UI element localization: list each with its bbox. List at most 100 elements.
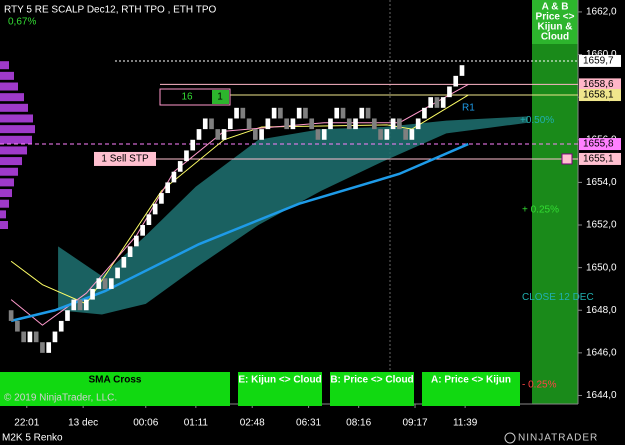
renko-brick xyxy=(190,139,196,151)
renko-brick xyxy=(46,342,52,353)
profile-bar xyxy=(0,221,8,230)
button-label[interactable]: B: Price <> Cloud xyxy=(330,375,413,386)
renko-brick xyxy=(202,118,208,130)
renko-brick xyxy=(296,107,302,119)
renko-brick xyxy=(453,75,459,87)
y-tick-label: 1652,0 xyxy=(586,220,617,231)
stop-label[interactable]: 1 Sell STP xyxy=(101,154,149,165)
price-tag-label: 1658,1 xyxy=(583,90,614,101)
renko-brick xyxy=(384,129,390,140)
button-label[interactable]: E: Kijun <> Cloud xyxy=(238,375,321,386)
order-quantity: 16 xyxy=(181,92,193,103)
renko-brick xyxy=(8,310,14,321)
renko-brick xyxy=(215,129,221,140)
renko-brick xyxy=(365,107,371,119)
renko-brick xyxy=(121,256,127,268)
x-tick-label: 09:17 xyxy=(403,418,428,429)
strategy-header-box xyxy=(532,0,578,44)
brand: NINJATRADER xyxy=(518,433,598,444)
profile-bar xyxy=(0,71,14,80)
price-tag-label: 1659,7 xyxy=(583,56,614,67)
renko-brick xyxy=(33,331,39,343)
profile-bar xyxy=(0,125,35,134)
price-tag-label: 1658,6 xyxy=(583,79,614,90)
renko-brick xyxy=(21,331,26,343)
x-tick-label: 13 dec xyxy=(68,418,98,429)
renko-brick xyxy=(390,118,396,130)
renko-brick xyxy=(309,118,315,130)
renko-brick xyxy=(284,118,289,130)
button[interactable] xyxy=(330,372,414,406)
renko-brick xyxy=(108,278,114,289)
renko-brick xyxy=(209,118,214,130)
x-tick-label: 01:11 xyxy=(184,418,209,429)
renko-brick xyxy=(321,129,327,140)
renko-brick xyxy=(371,118,377,130)
renko-brick xyxy=(265,118,271,130)
renko-brick xyxy=(159,193,164,204)
renko-brick xyxy=(52,331,58,343)
renko-brick xyxy=(146,214,152,226)
renko-brick xyxy=(359,107,365,119)
button-label[interactable]: SMA Cross xyxy=(89,375,142,386)
renko-brick xyxy=(227,118,233,130)
profile-bar xyxy=(0,61,9,70)
renko-brick xyxy=(240,107,246,119)
price-tag xyxy=(579,138,621,151)
button[interactable] xyxy=(0,372,230,406)
button[interactable] xyxy=(238,372,322,406)
renko-brick xyxy=(184,150,189,162)
cloud xyxy=(58,116,528,315)
renko-brick xyxy=(234,107,239,119)
instrument: M2K 5 Renko xyxy=(2,433,63,444)
renko-brick xyxy=(434,97,440,108)
x-tick-label: 11:39 xyxy=(453,418,478,429)
strategy-zone xyxy=(532,0,578,404)
renko-brick xyxy=(253,129,258,140)
renko-brick xyxy=(221,129,227,140)
profile-bar xyxy=(0,103,28,112)
renko-brick xyxy=(15,320,20,332)
button[interactable] xyxy=(422,372,520,406)
renko-brick xyxy=(378,129,383,140)
profile-bar xyxy=(0,82,18,91)
session-level: +0.50% xyxy=(520,115,554,126)
profile-bar xyxy=(0,189,12,198)
session-level: - 0.25% xyxy=(522,379,557,390)
profile-bar xyxy=(0,157,22,166)
renko-brick xyxy=(40,342,45,353)
stop-box[interactable] xyxy=(94,151,156,166)
strategy-header: A & B xyxy=(542,2,569,13)
renko-brick xyxy=(315,129,321,140)
brand-icon xyxy=(504,432,516,444)
profile-bar xyxy=(0,199,9,208)
renko-brick xyxy=(177,161,183,172)
change-label: 0,67% xyxy=(8,17,36,28)
y-tick-label: 1654,0 xyxy=(586,177,617,188)
renko-brick xyxy=(102,278,108,289)
stop-cancel[interactable] xyxy=(561,153,573,165)
renko-brick xyxy=(397,118,402,130)
y-tick-label: 1644,0 xyxy=(586,390,617,401)
renko-brick xyxy=(290,118,296,130)
indicator-line xyxy=(10,94,469,305)
strategy-header: Kijun & xyxy=(538,22,573,33)
price-tag xyxy=(579,152,621,165)
profile-bar xyxy=(0,210,6,219)
renko-brick xyxy=(58,320,64,332)
copyright: © 2019 NinjaTrader, LLC. xyxy=(4,393,117,404)
renko-brick xyxy=(140,225,145,236)
renko-brick xyxy=(165,182,171,194)
renko-brick xyxy=(415,118,421,130)
renko-brick xyxy=(127,246,133,257)
renko-brick xyxy=(152,203,158,215)
price-tag-label: 1655,1 xyxy=(583,154,614,165)
button-label[interactable]: A: Price <> Kijun xyxy=(431,375,511,386)
price-tag xyxy=(579,89,621,102)
renko-brick xyxy=(71,299,77,311)
x-tick-label: 06:31 xyxy=(296,418,321,429)
renko-brick xyxy=(440,97,446,108)
x-tick-label: 22:01 xyxy=(14,418,39,429)
